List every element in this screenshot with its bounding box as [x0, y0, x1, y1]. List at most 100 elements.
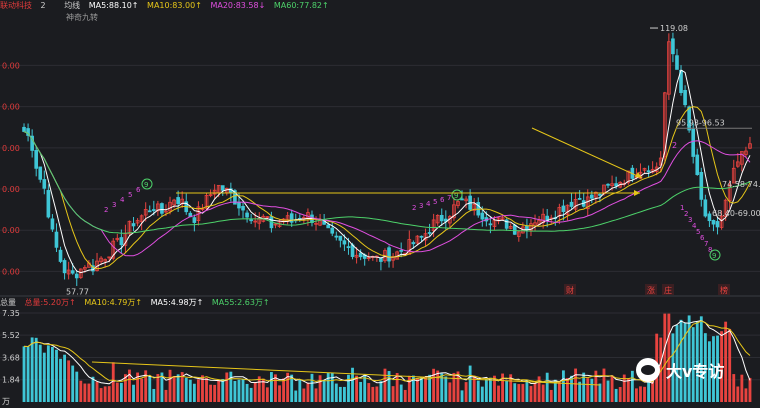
volume-bar: [225, 372, 229, 402]
volume-bar: [403, 389, 407, 402]
price-tick-label: 0.00: [2, 185, 20, 194]
candle-body: [691, 128, 696, 157]
volume-bar: [444, 376, 448, 402]
volume-bar: [415, 377, 419, 402]
volume-bar: [549, 389, 553, 402]
volume-bar: [164, 389, 168, 402]
volume-bar: [355, 375, 359, 402]
volume-bar: [440, 373, 444, 402]
small-label: 2: [672, 141, 677, 150]
period-selector[interactable]: 2: [40, 1, 46, 10]
candle-body: [675, 55, 679, 70]
candle-body: [151, 209, 156, 211]
volume-bar: [395, 373, 399, 402]
volume-trend-line: [91, 361, 601, 386]
watermark-text: 大v专访: [666, 362, 725, 381]
volume-bar: [411, 375, 415, 402]
volume-bar: [736, 386, 740, 402]
event-tag-bg: [645, 284, 657, 295]
volume-bar: [622, 374, 626, 402]
candle-body: [346, 246, 351, 249]
event-tag-bg: [564, 284, 576, 295]
candle-body: [646, 170, 651, 173]
candle-body: [695, 154, 700, 175]
indicator-name[interactable]: 均线: [64, 1, 81, 10]
volume-bar: [176, 374, 180, 402]
ma60-line: [23, 131, 751, 234]
moving-averages: [23, 69, 751, 274]
volume-bar: [663, 313, 667, 402]
volume-bar: [639, 386, 642, 402]
countdown-number: 7: [447, 194, 451, 202]
ma5-line: [23, 69, 751, 274]
candle-body: [168, 201, 172, 212]
candle-body: [233, 190, 237, 205]
volume-bar: [707, 341, 711, 402]
candle-body: [253, 220, 258, 223]
trend-arrow: [531, 127, 643, 179]
candle-body: [500, 217, 505, 220]
volume-bar: [201, 375, 204, 402]
volume-bar: [180, 372, 184, 402]
zone-label: 95.93-96.53: [676, 118, 725, 127]
volume-bar: [436, 370, 440, 402]
event-tag-bg: [662, 284, 674, 295]
countdown-number: 9: [454, 192, 458, 200]
volume-bar: [391, 386, 395, 402]
volume-bar: [667, 313, 671, 402]
volume-bar: [302, 388, 306, 402]
volume-bar: [501, 373, 505, 402]
volume-bar: [156, 374, 160, 402]
volume-bar: [221, 378, 225, 402]
volume-bar: [119, 382, 123, 402]
candle-body: [143, 209, 148, 216]
candle-body: [220, 185, 225, 191]
volume-bar: [460, 390, 464, 402]
candle-body: [249, 219, 253, 222]
candle-body: [354, 254, 359, 258]
candle-body: [237, 201, 241, 209]
price-tick-label: 0.00: [2, 226, 20, 235]
volume-bar: [675, 324, 679, 402]
volume-bar: [241, 379, 245, 402]
candle-body: [516, 231, 521, 237]
candle-body: [99, 257, 103, 263]
volume-bar: [269, 372, 273, 402]
candle-body: [687, 106, 691, 131]
volume-bar: [513, 383, 517, 402]
candle-body: [257, 217, 262, 224]
countdown-number: 9: [712, 252, 716, 260]
volume-bar: [566, 377, 569, 402]
candle-body: [723, 199, 728, 217]
sub-indicator-label: 神奇九转: [66, 13, 98, 22]
ma10-line: [23, 106, 751, 270]
candle-body: [464, 198, 468, 202]
candle-body: [42, 179, 47, 189]
volume-bar: [38, 344, 42, 402]
volume-bar: [716, 335, 719, 402]
volume-bar: [724, 321, 728, 402]
candle-body: [610, 183, 614, 187]
candle-body: [683, 89, 687, 106]
volume-title: 总量: [0, 298, 16, 307]
candle-body: [411, 242, 416, 245]
volume-bar: [468, 365, 472, 402]
volume-bar: [326, 372, 330, 402]
volume-bar: [407, 375, 411, 402]
volume-bar: [209, 384, 213, 402]
countdown-nine-circle: [451, 189, 463, 201]
volume-bar: [626, 378, 630, 402]
countdown-number: 5: [696, 228, 700, 236]
volume-bar: [561, 370, 565, 402]
stock-name[interactable]: 联动科技: [0, 1, 32, 10]
candle-body: [419, 235, 424, 238]
candle-body: [103, 259, 107, 262]
volume-bar: [87, 383, 91, 402]
candle-body: [326, 224, 331, 229]
volume-bar: [712, 336, 715, 402]
volume-bar: [83, 383, 87, 402]
candle-body: [642, 167, 647, 171]
candle-body: [662, 92, 667, 158]
volume-bar: [541, 384, 545, 402]
countdown-number: 4: [120, 196, 125, 204]
